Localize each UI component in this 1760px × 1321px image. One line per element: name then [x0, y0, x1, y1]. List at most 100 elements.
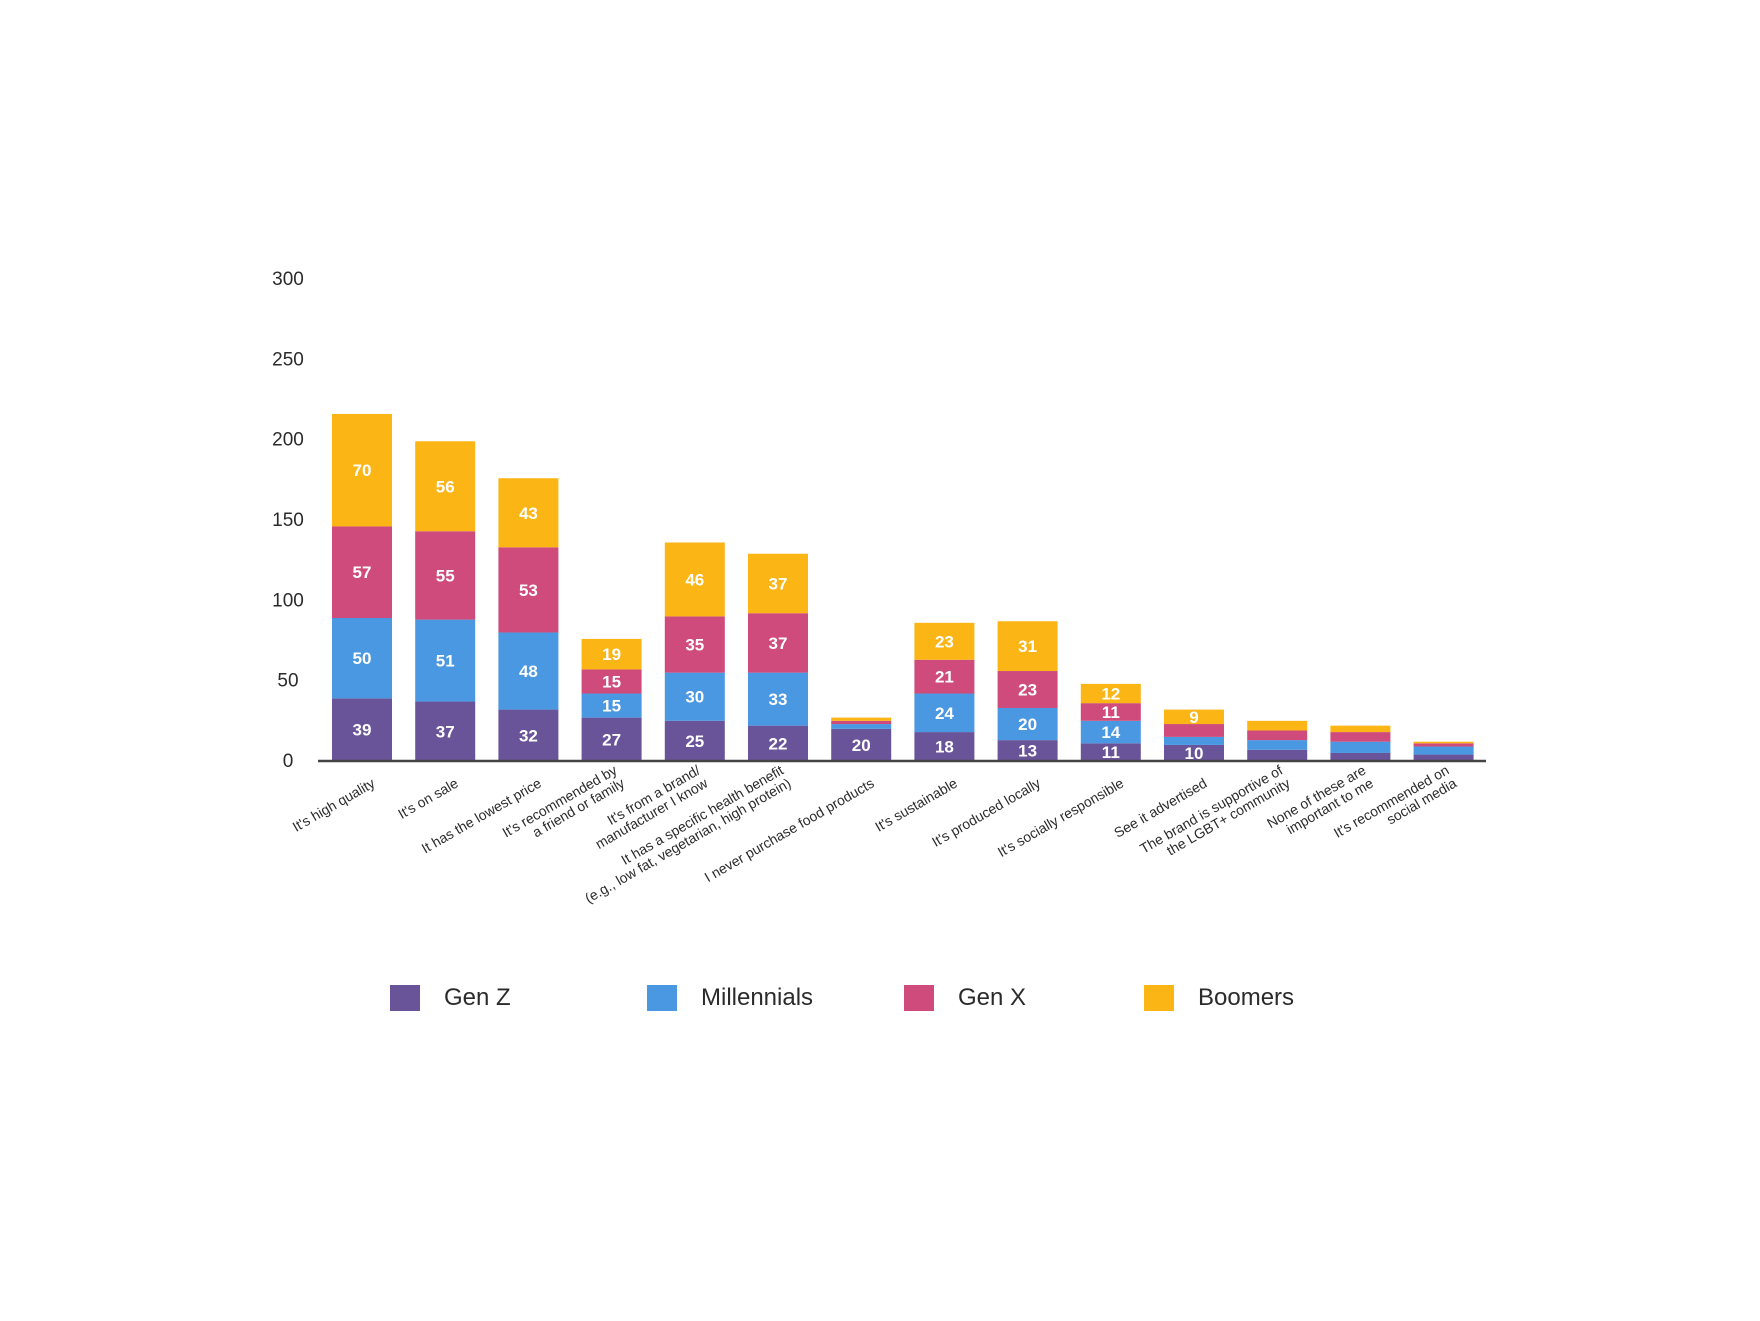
- bar-segment-boomers: [997, 621, 1058, 672]
- bar-segment-boomers: [332, 413, 392, 527]
- x-tick-label: It's high quality: [290, 775, 378, 835]
- y-tick-label: 300: [272, 269, 304, 290]
- bar-segment-boomers: [1247, 720, 1308, 731]
- bar-segment-gen-x: [997, 671, 1058, 708]
- bar-segment-boomers: [748, 553, 808, 614]
- bar-value-label: 27: [602, 730, 621, 749]
- bar-segment-gen-x: [498, 547, 559, 633]
- bar-value-label: 35: [685, 636, 704, 655]
- bar-value-label: 21: [935, 668, 954, 687]
- bar-value-label: 25: [685, 732, 704, 751]
- bar-segment-gen-z: [1247, 749, 1308, 761]
- bar-segment-millennials: [332, 618, 392, 699]
- bar-segment-boomers: [664, 542, 725, 617]
- bar-value-labels: 39 50 57 70 37 51 55 56 32 48 53 43 27 15 15 19 25 30 35 46…: [353, 461, 1204, 763]
- bar-value-label: 15: [602, 697, 621, 716]
- x-tick-label: It's on sale: [395, 775, 461, 822]
- bar-segment-gen-z: [664, 720, 725, 761]
- bar-segment-boomers: [498, 478, 559, 548]
- legend: Gen Z Millennials Gen X Boomers: [390, 978, 1390, 1018]
- bar-segment-gen-x: [332, 526, 392, 619]
- bar-value-label: 22: [769, 734, 788, 753]
- bar-segment-gen-x: [1247, 730, 1308, 741]
- y-tick-label: 250: [272, 349, 304, 370]
- bar-segment-boomers: [1330, 725, 1391, 733]
- legend-item-gen-x: Gen X: [904, 978, 1026, 1018]
- bar-segment-gen-x: [748, 613, 808, 673]
- bar-segment-gen-z: [415, 701, 476, 761]
- legend-label: Gen Z: [444, 984, 511, 1011]
- bar-segment-boomers: [914, 622, 975, 660]
- x-tick-label-line: It's on sale: [395, 775, 461, 822]
- bar-segment-boomers: [831, 717, 892, 721]
- bar-segment-boomers: [1413, 741, 1474, 744]
- bar-value-label: 39: [353, 721, 372, 740]
- y-tick-label: 200: [272, 430, 304, 451]
- bar-segment-gen-x: [914, 659, 975, 694]
- legend-item-gen-z: Gen Z: [390, 978, 511, 1018]
- y-tick-label: 100: [272, 590, 304, 611]
- x-tick-label-text: It's on sale: [395, 775, 461, 822]
- bar-segment-millennials: [498, 632, 559, 710]
- bar-value-label: 56: [436, 477, 455, 496]
- bar-segment-millennials: [1080, 720, 1141, 744]
- bar-segment-gen-z: [1080, 743, 1141, 761]
- bar-segment-millennials: [1247, 740, 1308, 750]
- bar-value-label: 37: [436, 722, 455, 741]
- legend-label: Boomers: [1198, 984, 1295, 1011]
- bar-value-label: 43: [519, 504, 538, 523]
- bar-value-label: 30: [685, 688, 704, 707]
- bar-value-label: 14: [1101, 723, 1120, 742]
- bar-segment-boomers: [1164, 709, 1224, 725]
- bar-segment-gen-z: [831, 728, 892, 761]
- bar-segment-gen-x: [581, 669, 642, 694]
- bar-segment-boomers: [581, 638, 642, 670]
- bar-value-label: 37: [769, 574, 788, 593]
- bar-value-label: 20: [1018, 715, 1037, 734]
- bar-segment-millennials: [997, 707, 1058, 741]
- bar-segment-millennials: [914, 693, 975, 733]
- y-tick-label: 50: [277, 671, 298, 692]
- bar-segment-gen-z: [1330, 752, 1391, 761]
- bar-value-label: 18: [935, 738, 954, 757]
- bar-value-label: 31: [1018, 637, 1037, 656]
- bar-segment-millennials: [1164, 736, 1224, 745]
- bar-segment-gen-z: [498, 709, 559, 761]
- x-tick-label-line: It's high quality: [290, 775, 378, 835]
- bar-segment-boomers: [415, 441, 476, 532]
- bar-value-label: 33: [769, 690, 788, 709]
- bar-segment-millennials: [831, 724, 892, 729]
- bars: [332, 413, 1474, 761]
- bar-value-label: 48: [519, 662, 538, 681]
- bar-value-label: 13: [1018, 742, 1037, 761]
- bar-segment-gen-z: [914, 732, 975, 761]
- bar-value-label: 70: [353, 461, 372, 480]
- bar-segment-gen-x: [831, 720, 892, 725]
- bar-segment-millennials: [1413, 746, 1474, 755]
- legend-item-millennials: Millennials: [647, 978, 813, 1018]
- bar-value-label: 24: [935, 704, 954, 723]
- bar-value-label: 20: [852, 736, 871, 755]
- bar-value-label: 9: [1189, 708, 1198, 727]
- bar-value-label: 32: [519, 726, 538, 745]
- bar-segment-gen-z: [581, 717, 642, 761]
- bar-value-label: 15: [602, 672, 621, 691]
- bar-value-label: 10: [1185, 744, 1204, 763]
- bar-value-label: 12: [1101, 685, 1120, 704]
- x-tick-label-text: It's high quality: [290, 775, 378, 835]
- bar-value-label: 23: [935, 632, 954, 651]
- bar-segment-millennials: [1330, 741, 1391, 753]
- bar-value-label: 19: [602, 645, 621, 664]
- bar-value-label: 57: [353, 563, 372, 582]
- legend-swatch: [1144, 985, 1174, 1011]
- legend-swatch: [904, 985, 934, 1011]
- bar-segment-gen-z: [1413, 754, 1474, 761]
- bar-segment-gen-z: [332, 698, 392, 761]
- bar-value-label: 53: [519, 581, 538, 600]
- bar-value-label: 23: [1018, 681, 1037, 700]
- legend-item-boomers: Boomers: [1144, 978, 1294, 1018]
- legend-label: Gen X: [958, 984, 1027, 1011]
